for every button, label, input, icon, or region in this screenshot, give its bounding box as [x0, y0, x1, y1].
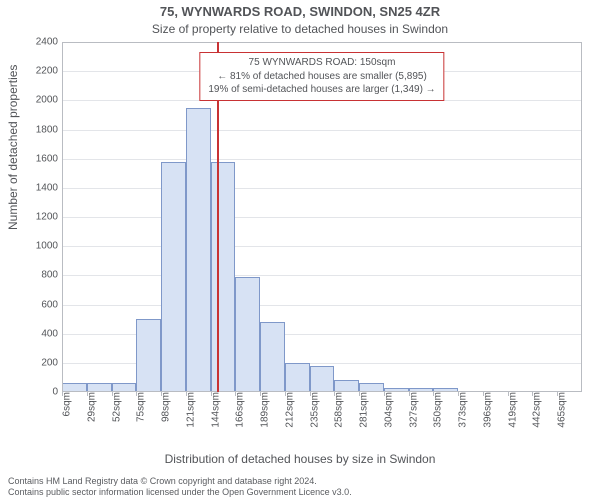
annotation-line-3: 19% of semi-detached houses are larger (… — [208, 83, 435, 97]
chart-container: 75, WYNWARDS ROAD, SWINDON, SN25 4ZR Siz… — [0, 0, 600, 500]
x-tick-label: 304sqm — [381, 392, 394, 428]
x-tick-label: 121sqm — [183, 392, 196, 428]
x-tick-label: 373sqm — [456, 392, 469, 428]
annotation-line-1: 75 WYNWARDS ROAD: 150sqm — [208, 56, 435, 70]
y-tick-label: 1000 — [18, 241, 62, 252]
x-tick-label: 442sqm — [530, 392, 543, 428]
x-tick-label: 6sqm — [60, 392, 73, 416]
y-tick-label: 800 — [18, 270, 62, 281]
x-tick-label: 52sqm — [109, 392, 122, 422]
x-tick-label: 419sqm — [505, 392, 518, 428]
y-tick-label: 2200 — [18, 66, 62, 77]
chart-title-1: 75, WYNWARDS ROAD, SWINDON, SN25 4ZR — [0, 4, 600, 19]
x-tick-label: 281sqm — [357, 392, 370, 428]
footer-line-2: Contains public sector information licen… — [8, 487, 352, 498]
y-tick-label: 1800 — [18, 124, 62, 135]
y-tick-label: 2000 — [18, 95, 62, 106]
y-axis-label: Number of detached properties — [6, 65, 20, 230]
x-tick-label: 350sqm — [431, 392, 444, 428]
y-tick-label: 1400 — [18, 182, 62, 193]
x-tick-label: 258sqm — [332, 392, 345, 428]
plot-area: 0200400600800100012001400160018002000220… — [62, 42, 582, 392]
x-tick-label: 189sqm — [258, 392, 271, 428]
x-tick-label: 144sqm — [208, 392, 221, 428]
y-tick-label: 1600 — [18, 153, 62, 164]
x-tick-label: 396sqm — [480, 392, 493, 428]
x-axis-label: Distribution of detached houses by size … — [0, 452, 600, 466]
y-tick-label: 2400 — [18, 37, 62, 48]
annotation-box: 75 WYNWARDS ROAD: 150sqm ← 81% of detach… — [199, 52, 444, 101]
x-tick-label: 75sqm — [134, 392, 147, 422]
footer-credits: Contains HM Land Registry data © Crown c… — [8, 476, 352, 499]
footer-line-1: Contains HM Land Registry data © Crown c… — [8, 476, 352, 487]
annotation-line-2: ← 81% of detached houses are smaller (5,… — [208, 70, 435, 84]
x-tick-label: 235sqm — [307, 392, 320, 428]
x-tick-label: 327sqm — [406, 392, 419, 428]
y-tick-label: 1200 — [18, 212, 62, 223]
chart-title-2: Size of property relative to detached ho… — [0, 22, 600, 36]
x-tick-label: 465sqm — [555, 392, 568, 428]
x-tick-label: 29sqm — [84, 392, 97, 422]
y-tick-label: 0 — [18, 387, 62, 398]
x-tick-label: 212sqm — [282, 392, 295, 428]
y-tick-label: 600 — [18, 299, 62, 310]
x-tick-label: 98sqm — [159, 392, 172, 422]
y-tick-label: 400 — [18, 328, 62, 339]
x-tick-label: 166sqm — [233, 392, 246, 428]
y-tick-label: 200 — [18, 357, 62, 368]
